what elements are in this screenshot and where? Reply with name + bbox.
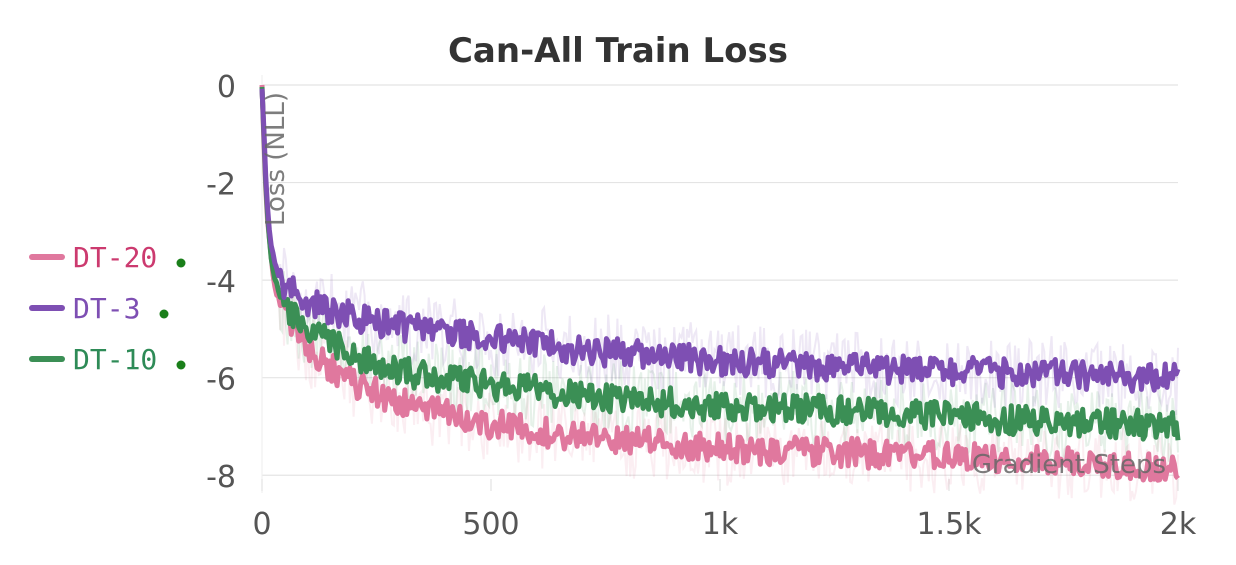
y-tick-label: -6: [206, 363, 236, 398]
x-axis-label: Gradient Steps: [972, 450, 1166, 480]
chart-title: Can-All Train Loss: [448, 31, 788, 71]
legend-status-dot: [159, 309, 169, 319]
x-tick-label: 1k: [702, 507, 739, 542]
x-tick-label: 1.5k: [916, 507, 982, 542]
x-tick-label: 0: [252, 507, 271, 542]
legend: DT-20 DT-3 DT-10: [29, 241, 186, 376]
y-tick-label: 0: [217, 70, 236, 105]
series-line-dt-20: [259, 84, 1180, 483]
legend-status-dot: [176, 258, 186, 268]
y-tick-label: -4: [206, 265, 236, 300]
series-lines: [259, 84, 1181, 483]
legend-label-dt-3: DT-3: [73, 292, 140, 325]
series-line-dt-3: [259, 88, 1181, 394]
x-tick-label: 2k: [1160, 507, 1197, 542]
y-axis-label: Loss (NLL): [261, 92, 291, 226]
series-line-dt-10: [259, 86, 1181, 442]
legend-label-dt-20: DT-20: [73, 241, 157, 274]
x-tick-label: 500: [462, 507, 519, 542]
legend-label-dt-10: DT-10: [73, 343, 157, 376]
y-axis-ticks: 0 -2 -4 -6 -8: [206, 70, 236, 495]
x-axis-ticks: 0 500 1k 1.5k 2k: [252, 507, 1196, 542]
y-tick-label: -2: [206, 168, 236, 203]
y-tick-label: -8: [206, 460, 236, 495]
legend-status-dot: [176, 360, 186, 370]
